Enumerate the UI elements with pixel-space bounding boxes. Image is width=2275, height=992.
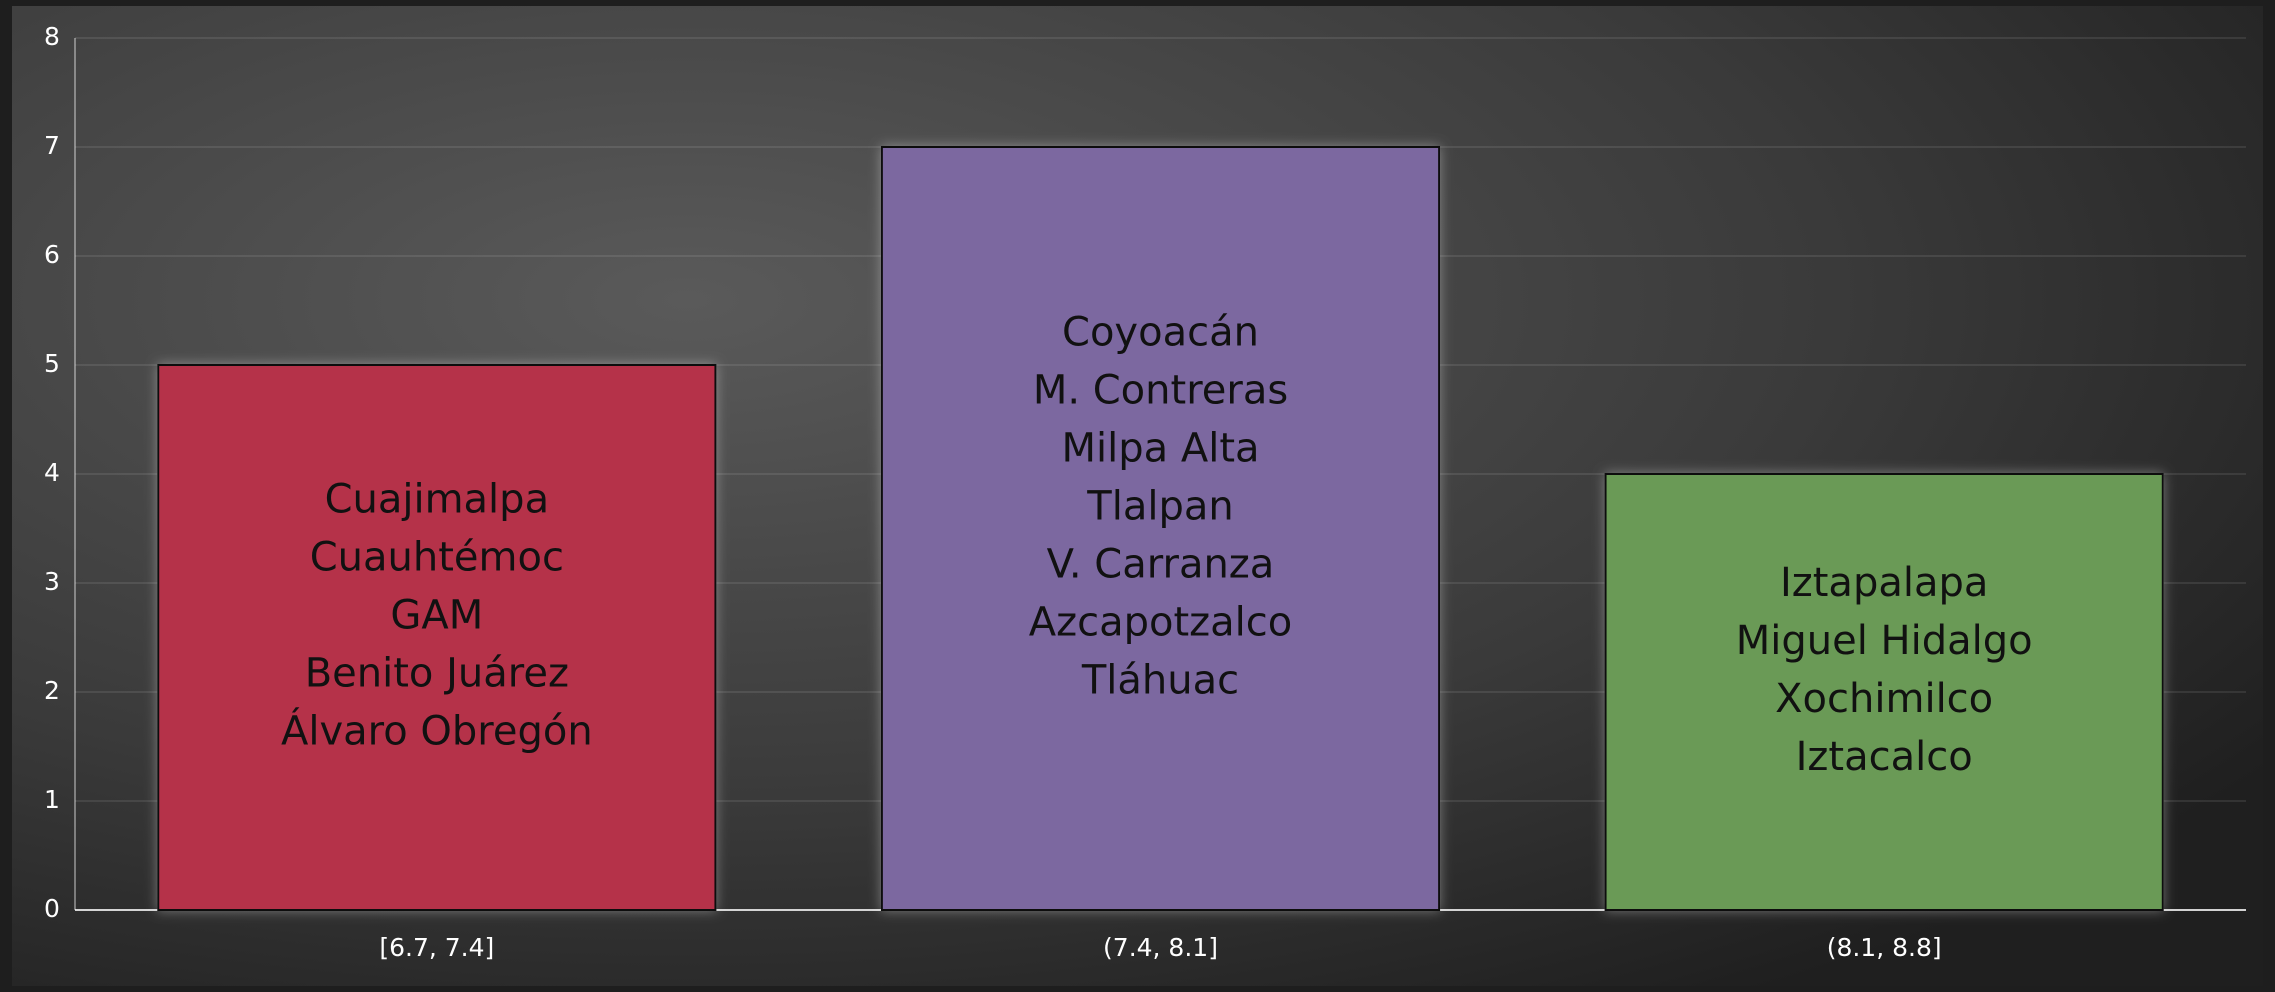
bar-label: Miguel Hidalgo	[1736, 618, 2033, 664]
bar-label: Milpa Alta	[1061, 426, 1259, 472]
bar	[157, 364, 717, 911]
bar	[880, 146, 1441, 911]
bar-label: Cuauhtémoc	[310, 535, 564, 581]
y-tick-label: 2	[44, 676, 60, 705]
y-tick-label: 8	[44, 22, 60, 51]
bar-label: Xochimilco	[1775, 676, 1993, 722]
y-tick-label: 1	[44, 785, 60, 814]
bar-label: Cuajimalpa	[325, 477, 550, 523]
x-tick-label: (7.4, 8.1]	[1103, 933, 1218, 962]
bar-label: V. Carranza	[1047, 542, 1275, 588]
x-tick-label: [6.7, 7.4]	[379, 933, 494, 962]
y-tick-label: 6	[44, 240, 60, 269]
bar-label: Benito Juárez	[305, 651, 569, 697]
y-tick-label: 4	[44, 458, 60, 487]
y-tick-label: 3	[44, 567, 60, 596]
y-tick-label: 5	[44, 349, 60, 378]
bar-label: GAM	[390, 593, 483, 639]
y-tick-label: 7	[44, 131, 60, 160]
bar-label: Tláhuac	[1081, 658, 1239, 704]
bar-label: Azcapotzalco	[1029, 600, 1293, 646]
bar-label: Tlalpan	[1086, 484, 1233, 530]
bar-label: M. Contreras	[1033, 368, 1288, 414]
bar	[1604, 473, 2164, 911]
bar-label: Iztapalapa	[1780, 560, 1988, 606]
bar-label: Coyoacán	[1062, 310, 1259, 356]
bar-label: Iztacalco	[1796, 734, 1973, 780]
bar-label: Álvaro Obregón	[281, 707, 593, 755]
y-tick-label: 0	[44, 894, 60, 923]
x-tick-label: (8.1, 8.8]	[1827, 933, 1942, 962]
